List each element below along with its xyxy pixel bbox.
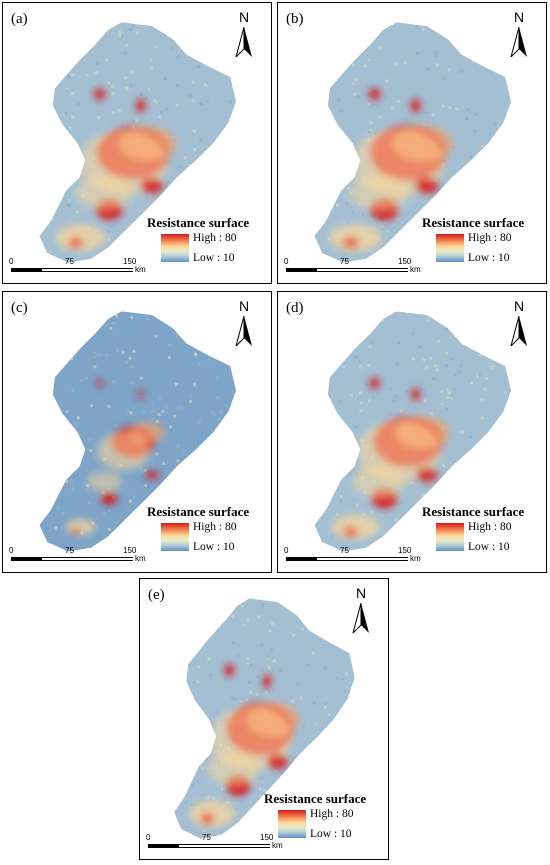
north-arrow: N bbox=[231, 9, 257, 59]
map-panel-c: (c) N Resistance surface High : 80 Low :… bbox=[2, 291, 272, 573]
north-label: N bbox=[355, 585, 367, 601]
scale-bar-graphic bbox=[286, 268, 408, 272]
north-label: N bbox=[238, 298, 250, 314]
legend-title: Resistance surface bbox=[147, 504, 250, 519]
legend-low-label: Low : 10 bbox=[468, 541, 510, 553]
legend-low-label: Low : 10 bbox=[193, 541, 235, 553]
legend: Resistance surface High : 80 Low : 10 bbox=[422, 504, 540, 556]
scale-bar-graphic bbox=[286, 557, 408, 561]
legend-high-label: High : 80 bbox=[310, 808, 354, 820]
map-panel-e: (e) N Resistance surface High : 80 Low :… bbox=[139, 578, 389, 860]
scale-unit: km bbox=[410, 554, 421, 563]
legend: Resistance surface High : 80 Low : 10 bbox=[147, 504, 265, 556]
scale-tick-0: 0 bbox=[284, 257, 289, 266]
map-panel-d: (d) N Resistance surface High : 80 Low :… bbox=[277, 291, 547, 573]
scale-bar-graphic bbox=[148, 844, 270, 848]
legend-high-label: High : 80 bbox=[193, 521, 237, 533]
map-panel-a: (a) N Resistance surface High : 80 Low :… bbox=[2, 2, 272, 284]
map-panel-b: (b) N Resistance surface High : 80 Low :… bbox=[277, 2, 547, 284]
scale-tick-150: 150 bbox=[260, 833, 274, 842]
scale-bar-graphic bbox=[11, 557, 133, 561]
legend-low-label: Low : 10 bbox=[193, 252, 235, 264]
color-ramp bbox=[436, 523, 464, 551]
north-arrow-icon bbox=[235, 316, 252, 346]
scale-tick-75: 75 bbox=[65, 257, 74, 266]
scale-tick-150: 150 bbox=[398, 546, 412, 555]
panel-label: (c) bbox=[11, 300, 28, 316]
scale-unit: km bbox=[135, 554, 146, 563]
color-ramp bbox=[161, 234, 189, 262]
scale-bar: 0 75 150 km bbox=[9, 257, 151, 277]
scale-unit: km bbox=[135, 265, 146, 274]
north-arrow-icon bbox=[352, 603, 369, 633]
resistance-map bbox=[39, 311, 237, 552]
scale-tick-75: 75 bbox=[340, 546, 349, 555]
legend-title: Resistance surface bbox=[264, 791, 367, 806]
legend-title: Resistance surface bbox=[422, 504, 525, 519]
scale-bar: 0 75 150 km bbox=[9, 546, 151, 566]
scale-unit: km bbox=[410, 265, 421, 274]
scale-unit: km bbox=[272, 841, 283, 850]
north-arrow: N bbox=[348, 585, 374, 635]
north-label: N bbox=[513, 298, 525, 314]
color-ramp bbox=[161, 523, 189, 551]
legend-title: Resistance surface bbox=[422, 215, 525, 230]
legend: Resistance surface High : 80 Low : 10 bbox=[422, 215, 540, 267]
resistance-map bbox=[39, 22, 237, 263]
legend: Resistance surface High : 80 Low : 10 bbox=[264, 791, 382, 843]
scale-tick-75: 75 bbox=[202, 833, 211, 842]
legend-low-label: Low : 10 bbox=[468, 252, 510, 264]
scale-tick-0: 0 bbox=[146, 833, 151, 842]
scale-bar: 0 75 150 km bbox=[146, 833, 288, 853]
scale-tick-75: 75 bbox=[65, 546, 74, 555]
north-arrow: N bbox=[506, 298, 532, 348]
legend-high-label: High : 80 bbox=[193, 232, 237, 244]
scale-tick-150: 150 bbox=[123, 546, 137, 555]
panel-label: (b) bbox=[286, 11, 304, 27]
resistance-map bbox=[314, 22, 512, 263]
north-label: N bbox=[238, 9, 250, 25]
north-label: N bbox=[513, 9, 525, 25]
scale-tick-0: 0 bbox=[9, 257, 14, 266]
resistance-map bbox=[314, 311, 512, 552]
legend-high-label: High : 80 bbox=[468, 521, 512, 533]
north-arrow: N bbox=[231, 298, 257, 348]
scale-tick-0: 0 bbox=[9, 546, 14, 555]
north-arrow-icon bbox=[510, 316, 527, 346]
scale-tick-0: 0 bbox=[284, 546, 289, 555]
color-ramp bbox=[436, 234, 464, 262]
panel-label: (d) bbox=[286, 300, 304, 316]
north-arrow: N bbox=[506, 9, 532, 59]
color-ramp bbox=[278, 810, 306, 838]
north-arrow-icon bbox=[510, 27, 527, 57]
panel-label: (e) bbox=[148, 587, 165, 603]
legend-low-label: Low : 10 bbox=[310, 828, 352, 840]
scale-bar: 0 75 150 km bbox=[284, 257, 426, 277]
scale-tick-150: 150 bbox=[123, 257, 137, 266]
legend: Resistance surface High : 80 Low : 10 bbox=[147, 215, 265, 267]
scale-tick-75: 75 bbox=[340, 257, 349, 266]
panel-label: (a) bbox=[11, 11, 28, 27]
legend-title: Resistance surface bbox=[147, 215, 250, 230]
north-arrow-icon bbox=[235, 27, 252, 57]
resistance-map bbox=[174, 598, 355, 839]
scale-bar-graphic bbox=[11, 268, 133, 272]
scale-tick-150: 150 bbox=[398, 257, 412, 266]
legend-high-label: High : 80 bbox=[468, 232, 512, 244]
scale-bar: 0 75 150 km bbox=[284, 546, 426, 566]
